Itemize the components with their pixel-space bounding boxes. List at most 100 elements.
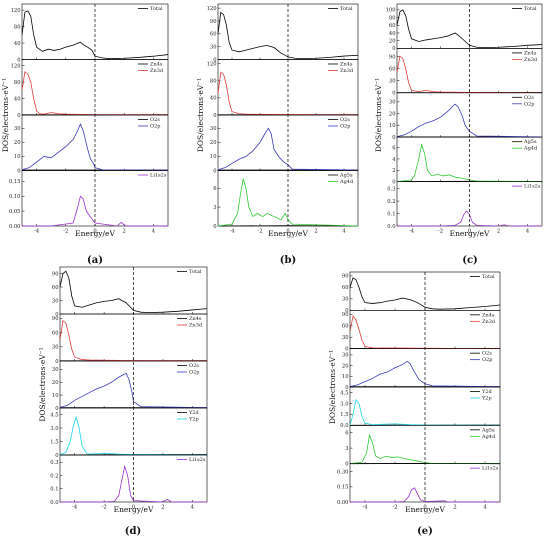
y-tick-label: 40: [389, 31, 396, 37]
series-line-ag4d: [349, 433, 501, 465]
y-tick-label: 120: [11, 63, 21, 69]
series-line-li1s2s: [397, 210, 542, 227]
y-tick-label: 20: [389, 111, 396, 117]
y-tick-label: 0: [392, 135, 395, 141]
legend-label: Y2p: [188, 417, 199, 423]
legend-label: Y2p: [481, 396, 492, 402]
y-tick-label: 30: [52, 345, 59, 351]
y-tick-label: 90: [52, 316, 59, 322]
series-line-ag4d: [396, 143, 543, 182]
legend-label: O2s: [524, 95, 534, 101]
legend-label: Li1s2s: [524, 184, 541, 190]
x-tick-label: 2: [453, 505, 456, 511]
y-tick-label: 4.5: [340, 390, 348, 396]
legend-label: Zn3d: [340, 68, 354, 74]
legend-label: O2s: [150, 117, 160, 123]
y-tick-label: 0: [55, 453, 58, 459]
y-tick-label: 90: [52, 271, 59, 277]
y-tick-label: 120: [207, 6, 217, 12]
legend-label: Ag4d: [339, 179, 354, 185]
y-tick-label: 0.10: [9, 194, 21, 200]
y-axis-label: DOS/electrons·eV⁻¹: [328, 350, 337, 424]
y-tick-label: 0: [17, 113, 20, 119]
y-tick-label: 30: [52, 367, 59, 373]
dos-panel: 0 30 60 90 120 Total: [207, 3, 359, 63]
y-tick-label: 0: [55, 312, 58, 318]
legend-label: Ag5s: [523, 139, 537, 145]
legend-label: Zn3d: [189, 323, 203, 329]
legend-label: Y2d: [481, 389, 492, 395]
y-tick-label: 10: [210, 154, 217, 160]
y-tick-label: 80: [389, 15, 396, 21]
series-line-total: [21, 10, 169, 60]
y-tick-label: 30: [14, 126, 21, 132]
y-tick-label: 90: [210, 19, 217, 25]
y-tick-label: 10: [14, 154, 21, 160]
y-tick-label: 60: [52, 330, 59, 336]
legend-label: Zn3d: [150, 68, 164, 74]
x-tick-label: -2: [63, 229, 68, 235]
y-tick-label: 10: [342, 374, 349, 380]
y-tick-label: 60: [389, 23, 396, 29]
figure-label: (d): [125, 526, 141, 537]
dos-panel: 0.0 0.1 0.2 0.3 Li1s2s: [387, 181, 543, 230]
y-tick-label: 10: [389, 123, 396, 129]
y-tick-label: 0.1: [387, 211, 395, 217]
series-line-total: [396, 9, 543, 49]
x-tick-label: -4: [229, 229, 235, 235]
legend-label: O2s: [340, 117, 350, 123]
x-tick-label: -2: [257, 229, 262, 235]
legend-label: O2p: [482, 357, 492, 363]
y-tick-label: 10: [52, 393, 59, 399]
y-tick-label: 0: [213, 224, 216, 230]
y-tick-label: 0.3: [387, 186, 395, 192]
series-line-total: [217, 11, 359, 60]
legend-label: Ag5s: [481, 427, 495, 433]
y-tick-label: 60: [342, 324, 349, 330]
y-tick-label: 0: [17, 57, 20, 63]
legend-label: Li1s2s: [189, 457, 206, 463]
series-line-zn3d: [59, 319, 208, 362]
y-tick-label: 0.0: [50, 500, 58, 506]
y-tick-label: 0.2: [387, 199, 395, 205]
legend-label: Total: [524, 6, 537, 12]
y-tick-label: 20: [342, 363, 349, 369]
legend-label: Zn4s: [524, 50, 537, 56]
y-tick-label: 30: [210, 44, 217, 50]
x-axis-label: Energy/eV: [114, 505, 154, 514]
legend-label: Total: [482, 274, 495, 280]
legend-label: Zn4s: [340, 62, 353, 68]
x-tick-label: -4: [34, 229, 40, 235]
y-tick-label: 0: [17, 168, 20, 174]
x-tick-label: 4: [483, 505, 487, 511]
y-tick-label: 0: [55, 406, 58, 412]
y-tick-label: 60: [52, 285, 59, 291]
series-line-li1s2s: [22, 195, 168, 227]
series-line-o2p: [21, 122, 169, 171]
legend-label: Ag4d: [523, 146, 538, 152]
y-tick-label: 2: [392, 168, 395, 174]
y-tick-label: 60: [342, 285, 349, 291]
y-tick-label: 60: [389, 66, 396, 72]
y-tick-label: 20: [14, 140, 21, 146]
legend-label: O2p: [150, 124, 160, 130]
y-tick-label: 0: [345, 308, 348, 314]
legend-label: Zn4s: [189, 316, 202, 322]
figure-label: (c): [462, 255, 478, 266]
series-line-li1s2s: [350, 487, 500, 503]
x-tick-label: 4: [342, 229, 346, 235]
y-tick-label: 90: [342, 312, 349, 318]
dos-panel: 0 40 80 120 Total: [11, 3, 169, 63]
legend-label: O2s: [189, 363, 199, 369]
y-tick-label: 0: [392, 91, 395, 97]
y-tick-label: 30: [342, 353, 349, 359]
y-tick-label: 30: [210, 126, 217, 132]
